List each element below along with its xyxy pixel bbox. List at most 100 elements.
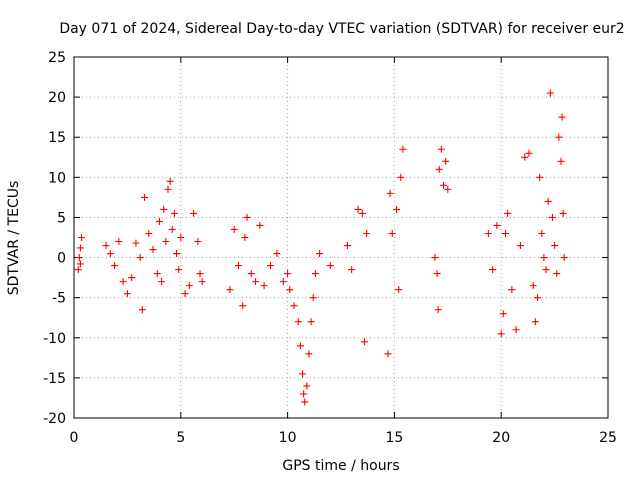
data-point [194, 238, 202, 246]
data-point [128, 274, 136, 282]
data-point [168, 225, 176, 233]
data-point [544, 197, 552, 205]
data-point [296, 342, 304, 350]
data-point [555, 133, 563, 141]
x-tick-label: 20 [492, 430, 510, 446]
data-point [243, 213, 251, 221]
x-tick-label: 10 [279, 430, 297, 446]
data-point [516, 242, 524, 250]
data-point [388, 229, 396, 237]
data-point [149, 246, 157, 254]
data-point [484, 229, 492, 237]
data-point [540, 254, 548, 262]
data-point [155, 217, 163, 225]
data-point [286, 286, 294, 294]
x-tick-label: 15 [385, 430, 403, 446]
data-point [76, 244, 84, 252]
data-point [395, 286, 403, 294]
plot-frame [73, 56, 609, 419]
chart-title: Day 071 of 2024, Sidereal Day-to-day VTE… [59, 21, 624, 37]
data-point [153, 270, 161, 278]
x-tick-label: 0 [70, 430, 79, 446]
x-axis-label: GPS time / hours [282, 458, 399, 474]
y-tick-label: 25 [48, 50, 66, 66]
data-point [279, 278, 287, 286]
data-point [348, 266, 356, 274]
data-point [534, 294, 542, 302]
data-point [326, 262, 334, 270]
data-point [190, 209, 198, 217]
data-point [311, 270, 319, 278]
data-point [252, 278, 260, 286]
data-point [260, 282, 268, 290]
data-point [397, 173, 405, 181]
data-point [504, 209, 512, 217]
data-point [497, 330, 505, 338]
data-point [440, 181, 448, 189]
data-point [363, 229, 371, 237]
data-point [444, 185, 452, 193]
y-axis-label: SDTVAR / TECUs [6, 181, 22, 296]
data-point [548, 213, 556, 221]
data-point [437, 145, 445, 153]
data-point [145, 229, 153, 237]
data-point [531, 318, 539, 326]
data-point [247, 270, 255, 278]
data-point [300, 390, 308, 398]
data-point [354, 205, 362, 213]
data-point [185, 282, 193, 290]
data-point [360, 338, 368, 346]
data-point [393, 205, 401, 213]
data-point [136, 254, 144, 262]
data-point [102, 242, 110, 250]
data-point [489, 266, 497, 274]
data-point [170, 209, 178, 217]
data-point [140, 193, 148, 201]
data-point [119, 278, 127, 286]
data-point [267, 262, 275, 270]
data-point [111, 262, 119, 270]
data-point [499, 310, 507, 318]
data-point [226, 286, 234, 294]
data-point [435, 165, 443, 173]
x-tick-label: 5 [176, 430, 185, 446]
y-tick-label: -10 [43, 331, 66, 347]
data-point [241, 234, 249, 241]
y-tick-label: -5 [52, 291, 66, 307]
data-point [309, 294, 317, 302]
axis-ticks: -20 -15 -10 -5 0 5 10 15 20 25 0 5 10 15 20 25 [43, 50, 617, 446]
data-point [501, 229, 509, 237]
data-point [431, 254, 439, 262]
y-tick-label: 5 [57, 210, 66, 226]
data-point [284, 270, 292, 278]
data-point [76, 260, 84, 268]
y-tick-label: 10 [48, 170, 66, 186]
data-point [508, 286, 516, 294]
data-point [529, 282, 537, 290]
data-point [239, 302, 247, 310]
data-point [173, 250, 181, 258]
data-point [559, 209, 567, 217]
data-point [290, 302, 298, 310]
data-point [399, 145, 407, 153]
data-point [74, 266, 82, 274]
data-point [512, 326, 520, 334]
data-point [256, 221, 264, 229]
grid [74, 57, 608, 418]
data-point [196, 270, 204, 278]
data-point [553, 270, 561, 278]
data-point [175, 266, 183, 274]
data-point [198, 278, 206, 286]
data-point [305, 350, 313, 358]
data-point [77, 234, 85, 241]
data-point [162, 238, 170, 246]
data-point [551, 242, 559, 250]
data-point [166, 177, 174, 185]
data-point [75, 254, 83, 262]
data-point [181, 290, 189, 298]
data-point [294, 318, 302, 326]
data-points [74, 89, 568, 406]
data-point [493, 221, 501, 229]
data-point [521, 153, 529, 161]
